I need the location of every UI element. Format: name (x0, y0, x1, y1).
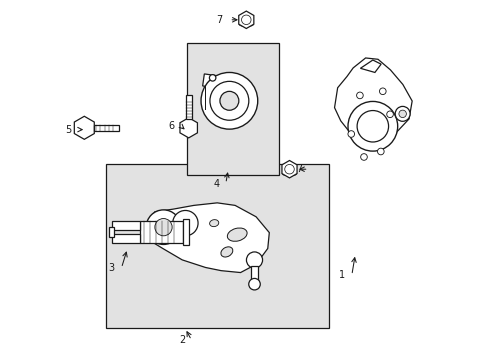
Polygon shape (180, 118, 197, 138)
Circle shape (246, 252, 262, 268)
Circle shape (284, 165, 294, 174)
Circle shape (398, 110, 406, 118)
Circle shape (386, 111, 392, 118)
Bar (106, 164, 328, 328)
Circle shape (377, 148, 384, 155)
Circle shape (220, 91, 238, 110)
Ellipse shape (221, 247, 232, 257)
Text: 7: 7 (295, 164, 302, 174)
Bar (112, 221, 140, 230)
Polygon shape (143, 203, 269, 273)
Text: 1: 1 (339, 270, 345, 280)
Text: 7: 7 (216, 15, 223, 25)
Text: 4: 4 (213, 179, 219, 189)
Polygon shape (238, 11, 253, 28)
Circle shape (172, 211, 198, 236)
Bar (186, 43, 278, 175)
Circle shape (347, 102, 397, 151)
Text: 3: 3 (108, 263, 115, 273)
Ellipse shape (282, 172, 296, 176)
Bar (202, 74, 233, 90)
Bar (250, 266, 258, 280)
Ellipse shape (209, 220, 218, 227)
Bar (183, 219, 189, 245)
Circle shape (394, 107, 409, 121)
Circle shape (201, 72, 257, 129)
Bar (140, 221, 183, 243)
Ellipse shape (239, 23, 253, 27)
Circle shape (146, 210, 181, 244)
Polygon shape (360, 60, 380, 72)
Bar (112, 234, 140, 243)
Circle shape (241, 15, 250, 24)
Circle shape (356, 111, 388, 142)
Bar (94, 125, 119, 131)
Polygon shape (74, 116, 94, 139)
Bar (109, 227, 114, 237)
Circle shape (379, 88, 386, 95)
Circle shape (356, 92, 363, 99)
Polygon shape (282, 161, 296, 178)
Circle shape (155, 219, 172, 236)
Text: 6: 6 (168, 121, 174, 131)
Circle shape (248, 278, 260, 290)
Text: 5: 5 (65, 125, 72, 135)
Text: 2: 2 (179, 335, 185, 345)
Bar (185, 95, 191, 119)
Circle shape (209, 81, 248, 120)
Circle shape (360, 154, 366, 160)
Ellipse shape (227, 228, 246, 241)
Polygon shape (334, 58, 411, 143)
Circle shape (347, 131, 354, 137)
Circle shape (209, 75, 215, 81)
